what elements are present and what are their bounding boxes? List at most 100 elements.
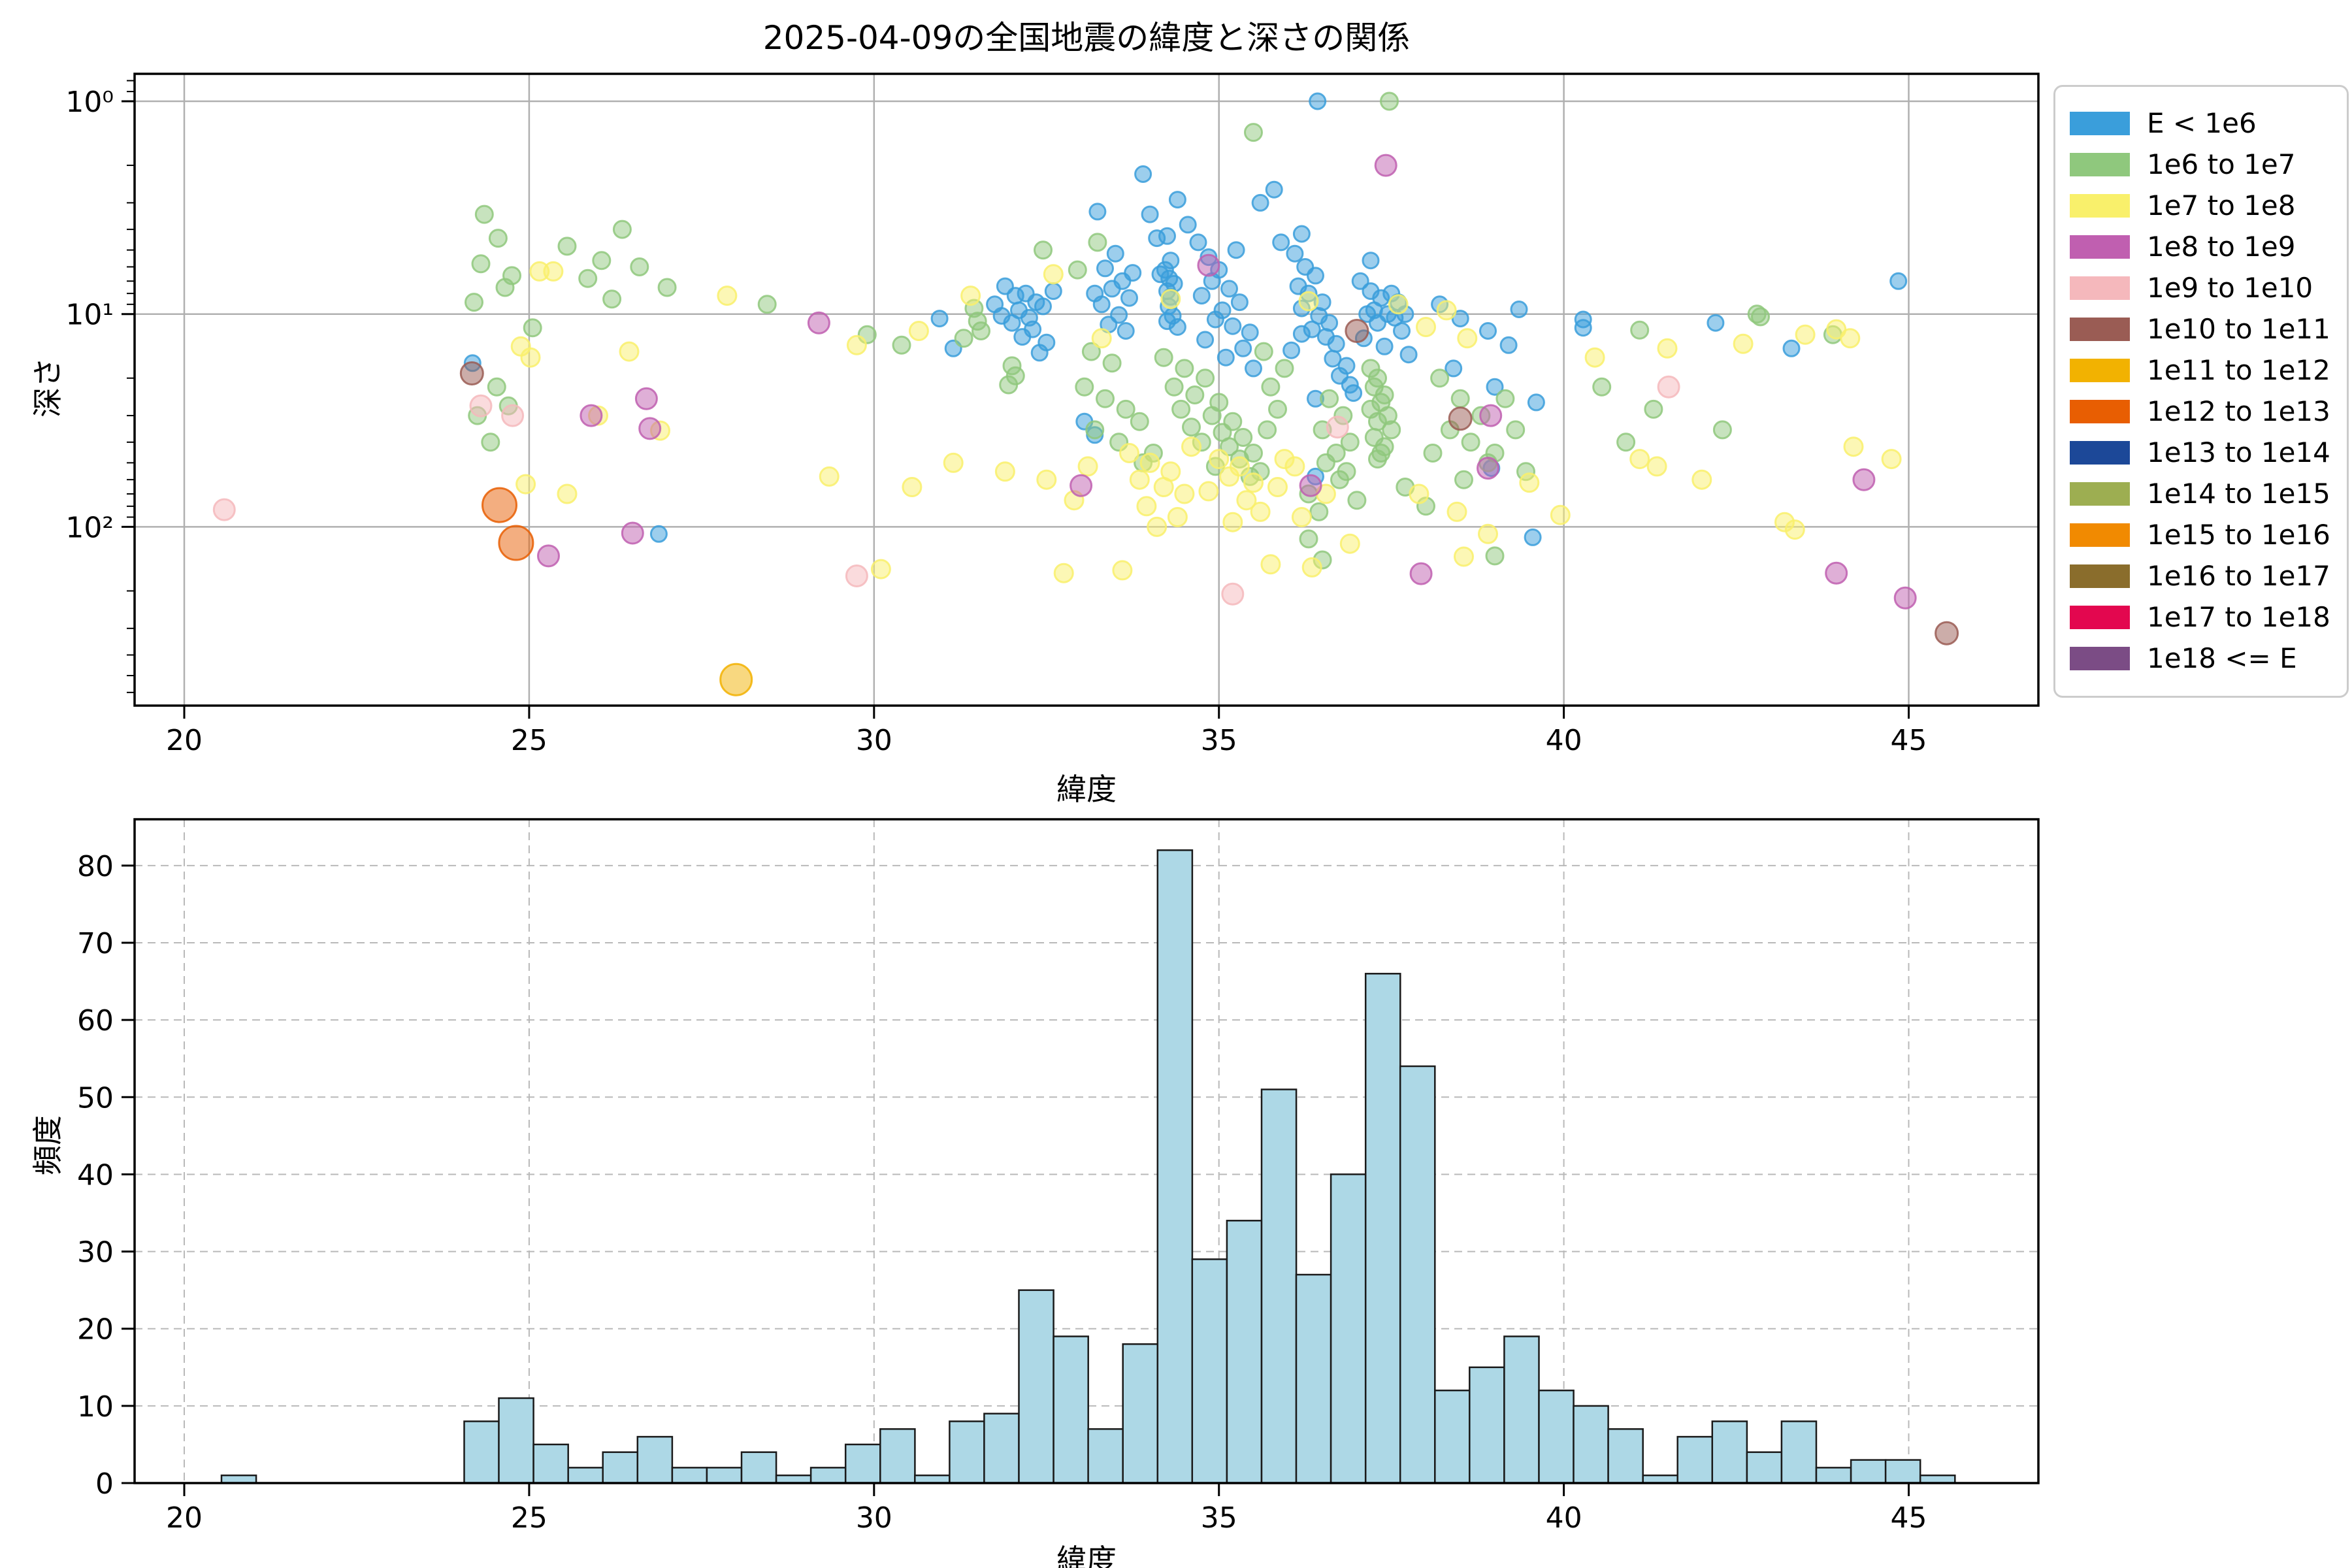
hist-x-tick-label: 40	[1546, 1501, 1582, 1535]
histogram-xlabel: 緯度	[1056, 1543, 1117, 1568]
chart-title: 2025-04-09の全国地震の緯度と深さの関係	[762, 19, 1411, 57]
scatter-point	[1096, 389, 1115, 408]
hist-y-tick-label: 70	[77, 927, 114, 960]
legend-entry: 1e13 to 1e14	[2070, 432, 2340, 473]
histogram-bar	[602, 1451, 639, 1484]
legend-color-swatch	[2070, 482, 2130, 506]
scatter-point	[1185, 385, 1205, 404]
scatter-point	[1430, 368, 1450, 388]
scatter-point	[1646, 456, 1667, 477]
histogram-bar	[1711, 1420, 1748, 1484]
histogram-bar	[636, 1435, 674, 1484]
legend-color-swatch	[2070, 193, 2130, 218]
scatter-point	[1181, 436, 1201, 457]
legend-color-swatch	[2070, 564, 2130, 588]
hist-y-tick-label: 20	[77, 1313, 114, 1347]
legend-entry-label: 1e16 to 1e17	[2147, 560, 2330, 592]
scatter-point	[1153, 477, 1174, 497]
scatter-point	[1893, 586, 1917, 610]
scatter-point	[1036, 469, 1057, 490]
histogram-bar	[1676, 1435, 1714, 1484]
scatter-y-tick-label: 10¹	[65, 299, 114, 332]
scatter-point	[1292, 225, 1311, 243]
scatter-point	[1081, 342, 1101, 361]
legend-entry: 1e14 to 1e15	[2070, 473, 2340, 514]
scatter-point	[1499, 336, 1518, 354]
scatter-point	[1795, 324, 1816, 345]
scatter-point	[1175, 359, 1194, 378]
hist-y-tick-label: 60	[77, 1004, 114, 1037]
scatter-point	[892, 335, 911, 355]
scatter-point	[1244, 123, 1263, 142]
legend-entry-label: 1e14 to 1e15	[2147, 478, 2330, 510]
hist-y-tick-label: 10	[77, 1390, 114, 1424]
scatter-point	[1268, 399, 1287, 419]
scatter-point	[580, 404, 603, 427]
scatter-point	[469, 394, 493, 417]
legend-color-swatch	[2070, 235, 2130, 259]
scatter-point	[1136, 496, 1157, 517]
histogram-bar	[914, 1474, 951, 1484]
scatter-x-tick-label: 35	[1201, 724, 1237, 757]
scatter-point	[1733, 333, 1754, 354]
scatter-point	[902, 477, 923, 497]
scatter-point	[1043, 264, 1064, 285]
histogram-bar	[1087, 1428, 1124, 1484]
scatter-point	[1124, 264, 1142, 282]
scatter-point	[1707, 314, 1725, 332]
scatter-point	[960, 286, 981, 306]
scatter-point	[1299, 474, 1322, 497]
scatter-point	[1450, 389, 1470, 408]
scatter-point	[1451, 310, 1469, 328]
scatter-point	[1088, 233, 1107, 252]
scatter-point	[1574, 319, 1592, 337]
scatter-point	[930, 310, 949, 328]
histogram-bar	[1642, 1474, 1679, 1484]
scatter-point	[1148, 229, 1166, 248]
scatter-point	[482, 487, 517, 523]
scatter-point	[1881, 449, 1902, 470]
legend-entry: 1e6 to 1e7	[2070, 144, 2340, 185]
scatter-point	[717, 286, 738, 306]
scatter-point	[1393, 322, 1411, 340]
scatter-point	[943, 452, 964, 473]
hist-y-tick-label: 0	[95, 1467, 114, 1501]
scatter-point	[1457, 328, 1478, 349]
scatter-point	[1267, 477, 1288, 497]
histogram-bar	[1469, 1366, 1505, 1484]
legend-color-swatch	[2070, 399, 2130, 423]
scatter-point	[1174, 483, 1195, 504]
scatter-point	[1134, 165, 1152, 183]
scatter-point	[1691, 469, 1712, 490]
scatter-point	[1840, 328, 1861, 349]
legend-entry: 1e9 to 1e10	[2070, 267, 2340, 308]
scatter-point	[1712, 420, 1732, 440]
scatter-point	[1119, 443, 1139, 463]
histogram-bar	[879, 1428, 916, 1484]
legend-color-swatch	[2070, 317, 2130, 341]
legend-color-swatch	[2070, 605, 2130, 629]
scatter-point	[846, 335, 867, 355]
legend-entry-label: 1e11 to 1e12	[2147, 354, 2330, 386]
hist-axes-frame	[133, 818, 2040, 1484]
scatter-point	[1368, 449, 1387, 469]
legend-entry-label: E < 1e6	[2147, 107, 2257, 139]
scatter-point	[1222, 512, 1243, 532]
scatter-point	[1409, 483, 1429, 504]
scatter-point	[621, 521, 644, 545]
scatter-point	[1351, 272, 1369, 290]
hist-y-tick-label: 80	[77, 850, 114, 883]
scatter-x-tick-label: 25	[511, 724, 547, 757]
scatter-y-tick-label: 10⁰	[65, 86, 114, 119]
histogram-bar	[1122, 1343, 1159, 1484]
legend-entry-label: 1e9 to 1e10	[2147, 272, 2313, 304]
scatter-point	[1160, 289, 1181, 310]
histogram-bar	[775, 1474, 812, 1484]
scatter-point	[1320, 389, 1339, 408]
scatter-point	[1510, 301, 1528, 318]
histogram-plot	[220, 849, 1956, 1484]
legend-entry: 1e12 to 1e13	[2070, 391, 2340, 432]
histogram-bar	[706, 1467, 743, 1484]
scatter-point	[1644, 399, 1663, 419]
histogram-bar	[1226, 1220, 1263, 1484]
